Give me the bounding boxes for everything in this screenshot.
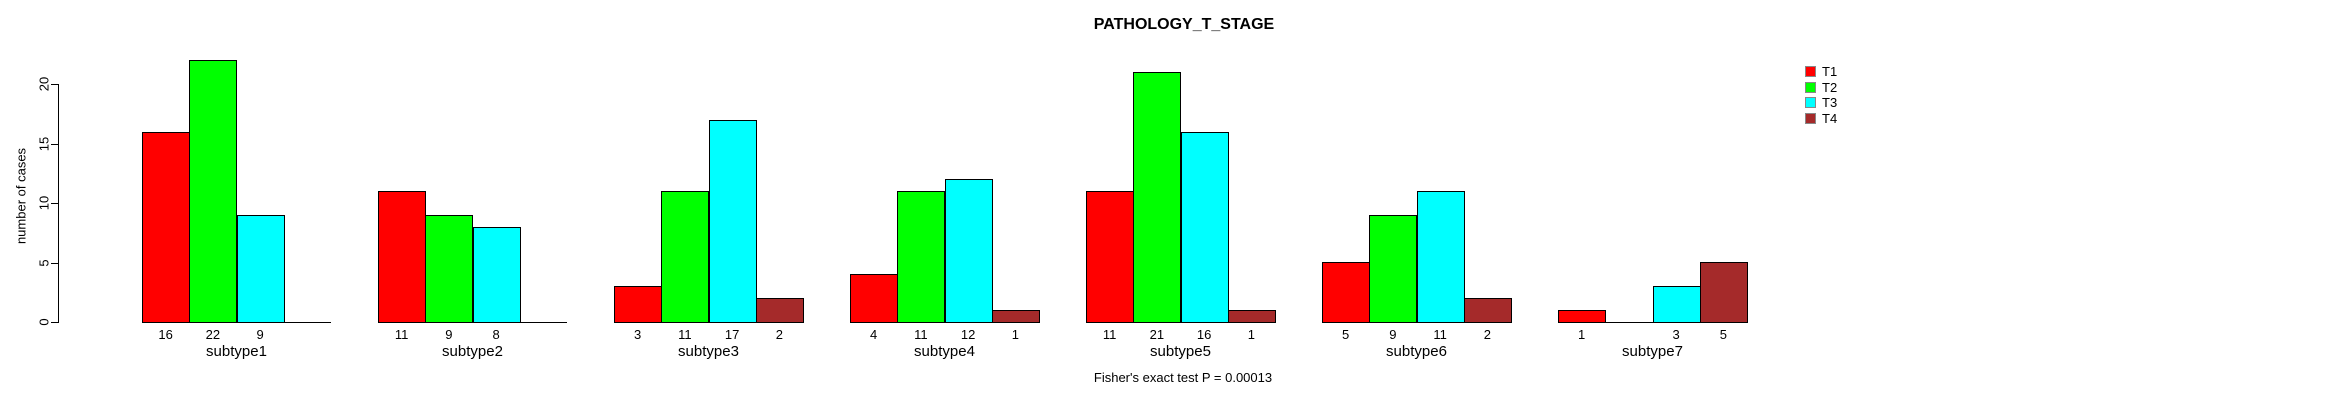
bar-subtype2-T2	[425, 215, 473, 323]
bar-value-subtype1-T2: 22	[205, 327, 221, 342]
category-label-subtype7: subtype7	[1622, 343, 1683, 360]
y-axis-tick	[51, 144, 58, 145]
category-label-subtype1: subtype1	[206, 343, 267, 360]
bar-value-subtype4-T4: 1	[1011, 327, 1019, 342]
bar-value-subtype5-T1: 11	[1102, 327, 1117, 342]
legend-item-T3: T3	[1805, 95, 1838, 110]
legend-swatch-T3	[1805, 97, 1816, 108]
bar-subtype6-T4	[1464, 298, 1512, 323]
bar-subtype1-T1	[142, 132, 190, 323]
bar-subtype7-T4	[1700, 262, 1748, 323]
y-axis-tick-label: 0	[36, 318, 52, 326]
legend-item-T1: T1	[1805, 64, 1838, 79]
bar-value-subtype3-T2: 11	[678, 327, 692, 342]
y-axis-tick	[51, 263, 58, 264]
legend-item-T4: T4	[1805, 110, 1838, 126]
bar-value-subtype3-T3: 17	[724, 327, 740, 342]
bar-subtype6-T1	[1322, 262, 1370, 323]
bar-subtype1-T3	[237, 215, 285, 323]
bar-value-subtype7-T3: 3	[1672, 327, 1680, 342]
y-axis-tick-label: 10	[36, 195, 52, 211]
bar-value-subtype6-T2: 9	[1389, 327, 1397, 342]
y-axis-tick-label: 15	[36, 136, 52, 152]
bar-value-subtype2-T1: 11	[394, 327, 409, 342]
bar-value-subtype5-T3: 16	[1196, 327, 1212, 342]
legend-label-T3: T3	[1822, 95, 1838, 110]
bar-subtype1-T2	[189, 60, 237, 323]
bar-value-subtype2-T2: 9	[445, 327, 453, 342]
y-axis-tick	[51, 322, 58, 323]
bar-value-subtype4-T1: 4	[870, 327, 878, 342]
legend-label-T4: T4	[1822, 110, 1838, 126]
y-axis-tick-label: 5	[36, 259, 52, 267]
bar-subtype3-T2	[661, 191, 709, 323]
bar-subtype5-T3	[1181, 132, 1229, 323]
legend-item-T2: T2	[1805, 79, 1838, 95]
y-axis-tick	[51, 203, 58, 204]
y-axis-tick-label: 20	[36, 76, 52, 92]
y-axis-line	[58, 84, 59, 323]
bar-subtype4-T2	[897, 191, 945, 323]
category-label-subtype5: subtype5	[1150, 343, 1211, 360]
legend-label-T1: T1	[1822, 64, 1838, 79]
category-label-subtype4: subtype4	[914, 343, 975, 360]
bar-value-subtype6-T1: 5	[1342, 327, 1350, 342]
bar-value-subtype3-T4: 2	[775, 327, 783, 342]
bar-value-subtype5-T4: 1	[1247, 327, 1255, 342]
bar-subtype2-T3	[473, 227, 521, 323]
bar-subtype7-T3	[1653, 286, 1701, 323]
bar-subtype6-T2	[1369, 215, 1417, 323]
category-label-subtype3: subtype3	[678, 343, 739, 360]
bar-value-subtype1-T3: 9	[256, 327, 264, 342]
bar-subtype4-T3	[945, 179, 993, 323]
y-axis-tick	[51, 84, 58, 85]
bar-subtype5-T2	[1133, 72, 1181, 323]
bar-value-subtype6-T3: 11	[1433, 327, 1447, 342]
category-label-subtype6: subtype6	[1386, 343, 1447, 360]
legend-swatch-T4	[1805, 112, 1816, 124]
bar-subtype5-T1	[1086, 191, 1134, 323]
bar-value-subtype7-T1: 1	[1578, 327, 1586, 342]
bar-value-subtype4-T2: 11	[914, 327, 928, 342]
bar-subtype5-T4	[1228, 310, 1276, 323]
y-axis-title: number of cases	[13, 147, 29, 245]
bar-subtype3-T1	[614, 286, 662, 323]
bar-subtype2-T1	[378, 191, 426, 323]
bar-subtype3-T4	[756, 298, 804, 323]
category-label-subtype2: subtype2	[442, 343, 503, 360]
bar-value-subtype2-T3: 8	[492, 327, 500, 342]
bar-subtype4-T1	[850, 274, 898, 323]
legend-swatch-T1	[1805, 66, 1816, 77]
bar-value-subtype1-T1: 16	[158, 327, 173, 342]
bar-value-subtype5-T2: 21	[1149, 327, 1165, 342]
bar-value-subtype7-T4: 5	[1719, 327, 1727, 342]
legend-label-T2: T2	[1822, 79, 1838, 95]
bar-value-subtype4-T3: 12	[960, 327, 976, 342]
fisher-test-annotation: Fisher's exact test P = 0.00013	[1093, 370, 1273, 385]
bar-value-subtype3-T1: 3	[634, 327, 642, 342]
bar-subtype4-T4	[992, 310, 1040, 323]
legend-swatch-T2	[1805, 81, 1816, 93]
bar-subtype3-T3	[709, 120, 757, 323]
group-baseline-subtype7	[1558, 322, 1747, 323]
chart-title: PATHOLOGY_T_STAGE	[1093, 16, 1275, 33]
bar-subtype6-T3	[1417, 191, 1465, 323]
bar-subtype7-T1	[1558, 310, 1606, 323]
bar-value-subtype6-T4: 2	[1483, 327, 1491, 342]
